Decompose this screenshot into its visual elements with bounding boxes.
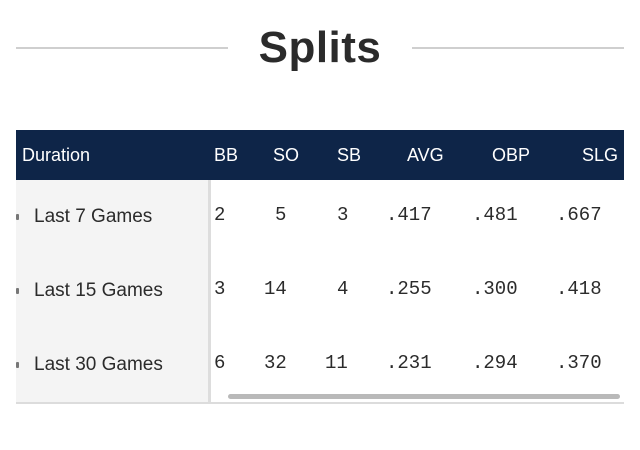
cell-so: 32 xyxy=(264,352,287,374)
cell-avg: .255 xyxy=(386,278,432,300)
row-header-cell: Last 30 Games xyxy=(16,328,211,402)
cell-bb: 3 xyxy=(214,278,226,300)
cell-slg: .667 xyxy=(556,204,602,226)
cell-sb: 4 xyxy=(337,278,349,300)
splits-table[interactable]: Duration BB SO SB AVG OBP SLG Last 7 Gam… xyxy=(16,130,624,404)
title-rule-left xyxy=(16,47,228,49)
cell-slg: .370 xyxy=(556,352,602,374)
cell-avg: .231 xyxy=(386,352,432,374)
cell-obp: .294 xyxy=(472,352,518,374)
duration-label: Last 30 Games xyxy=(34,354,163,375)
cell-obp: .481 xyxy=(472,204,518,226)
row-marker-icon xyxy=(16,214,19,220)
duration-label: Last 15 Games xyxy=(34,280,163,301)
title-rule-right xyxy=(412,47,624,49)
row-header-cell: Last 7 Games xyxy=(16,180,211,254)
table-row: Last 7 Games 2 5 3 .417 .481 .667 xyxy=(16,180,624,256)
column-header-obp: OBP xyxy=(492,145,531,165)
column-header-bb: BB xyxy=(214,145,239,165)
title-row: Splits xyxy=(0,18,640,78)
column-header-slg: SLG xyxy=(582,145,619,165)
duration-label: Last 7 Games xyxy=(34,206,153,227)
cell-avg: .417 xyxy=(386,204,432,226)
row-header-cell: Last 15 Games xyxy=(16,254,211,328)
cell-obp: .300 xyxy=(472,278,518,300)
page-title: Splits xyxy=(258,23,382,72)
cell-so: 5 xyxy=(275,204,287,226)
column-header-duration: Duration xyxy=(22,145,91,165)
column-header-avg: AVG xyxy=(407,145,444,165)
table-row: Last 15 Games 3 14 4 .255 .300 .418 xyxy=(16,254,624,330)
column-header-so: SO xyxy=(273,145,300,165)
cell-sb: 3 xyxy=(337,204,349,226)
horizontal-scrollbar[interactable] xyxy=(228,394,620,399)
cell-slg: .418 xyxy=(556,278,602,300)
row-marker-icon xyxy=(16,288,19,294)
row-marker-icon xyxy=(16,362,19,368)
table-header: Duration BB SO SB AVG OBP SLG xyxy=(16,130,624,180)
cell-bb: 6 xyxy=(214,352,226,374)
cell-sb: 11 xyxy=(325,352,348,374)
column-header-sb: SB xyxy=(337,145,362,165)
table-row: Last 30 Games 6 32 11 .231 .294 .370 xyxy=(16,328,624,404)
cell-so: 14 xyxy=(264,278,287,300)
cell-bb: 2 xyxy=(214,204,226,226)
